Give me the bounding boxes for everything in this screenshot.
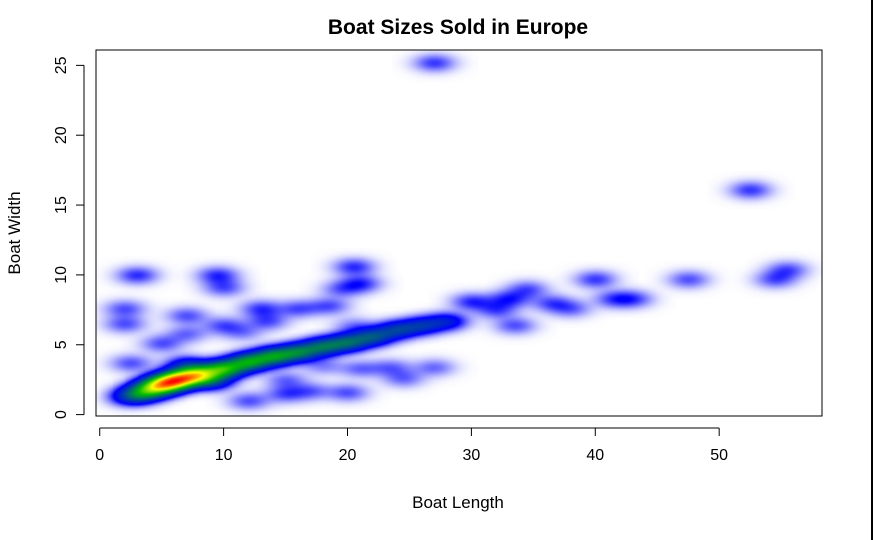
density-heatmap (96, 50, 822, 416)
y-tick-label: 10 (53, 266, 70, 284)
x-tick-label: 40 (586, 447, 604, 464)
y-tick-label: 25 (53, 56, 70, 74)
y-tick-label: 20 (53, 126, 70, 144)
y-tick-label: 0 (53, 410, 70, 419)
x-axis: 0 10 20 30 40 50 (95, 427, 728, 464)
y-tick-label: 5 (53, 340, 70, 349)
window-edge (871, 0, 873, 540)
y-axis: 0 5 10 15 20 25 (53, 56, 85, 419)
y-tick-label: 15 (53, 196, 70, 214)
plot-frame (95, 49, 823, 417)
x-tick-label: 30 (462, 447, 480, 464)
y-axis-label: Boat Width (5, 191, 24, 274)
chart-title: Boat Sizes Sold in Europe (328, 16, 588, 39)
x-tick-label: 0 (95, 447, 104, 464)
x-tick-label: 10 (215, 447, 233, 464)
x-axis-label: Boat Length (412, 493, 504, 512)
x-tick-label: 50 (710, 447, 728, 464)
x-tick-label: 20 (339, 447, 357, 464)
